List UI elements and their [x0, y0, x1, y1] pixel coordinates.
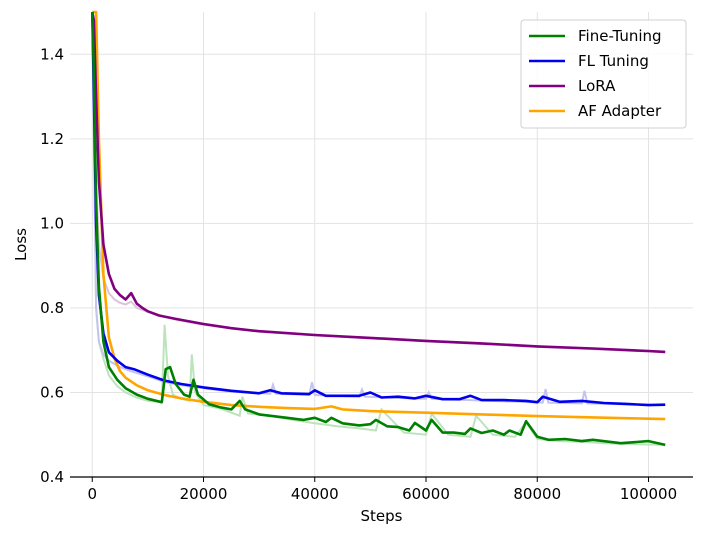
y-tick-label: 0.4: [40, 468, 64, 486]
x-tick-label: 0: [87, 485, 97, 503]
x-tick-label: 80000: [513, 485, 561, 503]
series-layer: [91, 10, 666, 447]
series-line-fl-tuning: [91, 11, 666, 407]
legend-label: Fine-Tuning: [578, 27, 662, 45]
series-line-fine-tuning: [91, 11, 666, 447]
y-axis-title: Loss: [12, 228, 30, 261]
legend-label: LoRA: [578, 77, 616, 95]
y-tick-label: 1.4: [40, 45, 64, 63]
x-axis-title: Steps: [361, 507, 403, 525]
series-line-af-adapter: [92, 10, 666, 421]
y-tick-label: 1.0: [40, 214, 64, 232]
y-tick-label: 1.2: [40, 130, 64, 148]
y-tick-label: 0.8: [40, 299, 64, 317]
y-ticks: 0.4 0.6 0.8 1.0 1.2 1.4: [40, 45, 64, 486]
x-tick-label: 100000: [620, 485, 677, 503]
x-ticks: 0 20000 40000 60000 80000 100000: [87, 477, 677, 503]
legend: Fine-Tuning FL Tuning LoRA AF Adapter: [520, 19, 687, 129]
legend-label: FL Tuning: [578, 52, 649, 70]
x-tick-label: 20000: [180, 485, 228, 503]
x-tick-label: 40000: [291, 485, 339, 503]
series-line-lora: [91, 11, 666, 354]
legend-label: AF Adapter: [578, 102, 662, 120]
x-tick-label: 60000: [402, 485, 450, 503]
y-tick-label: 0.6: [40, 383, 64, 401]
legend-box: [520, 19, 687, 129]
